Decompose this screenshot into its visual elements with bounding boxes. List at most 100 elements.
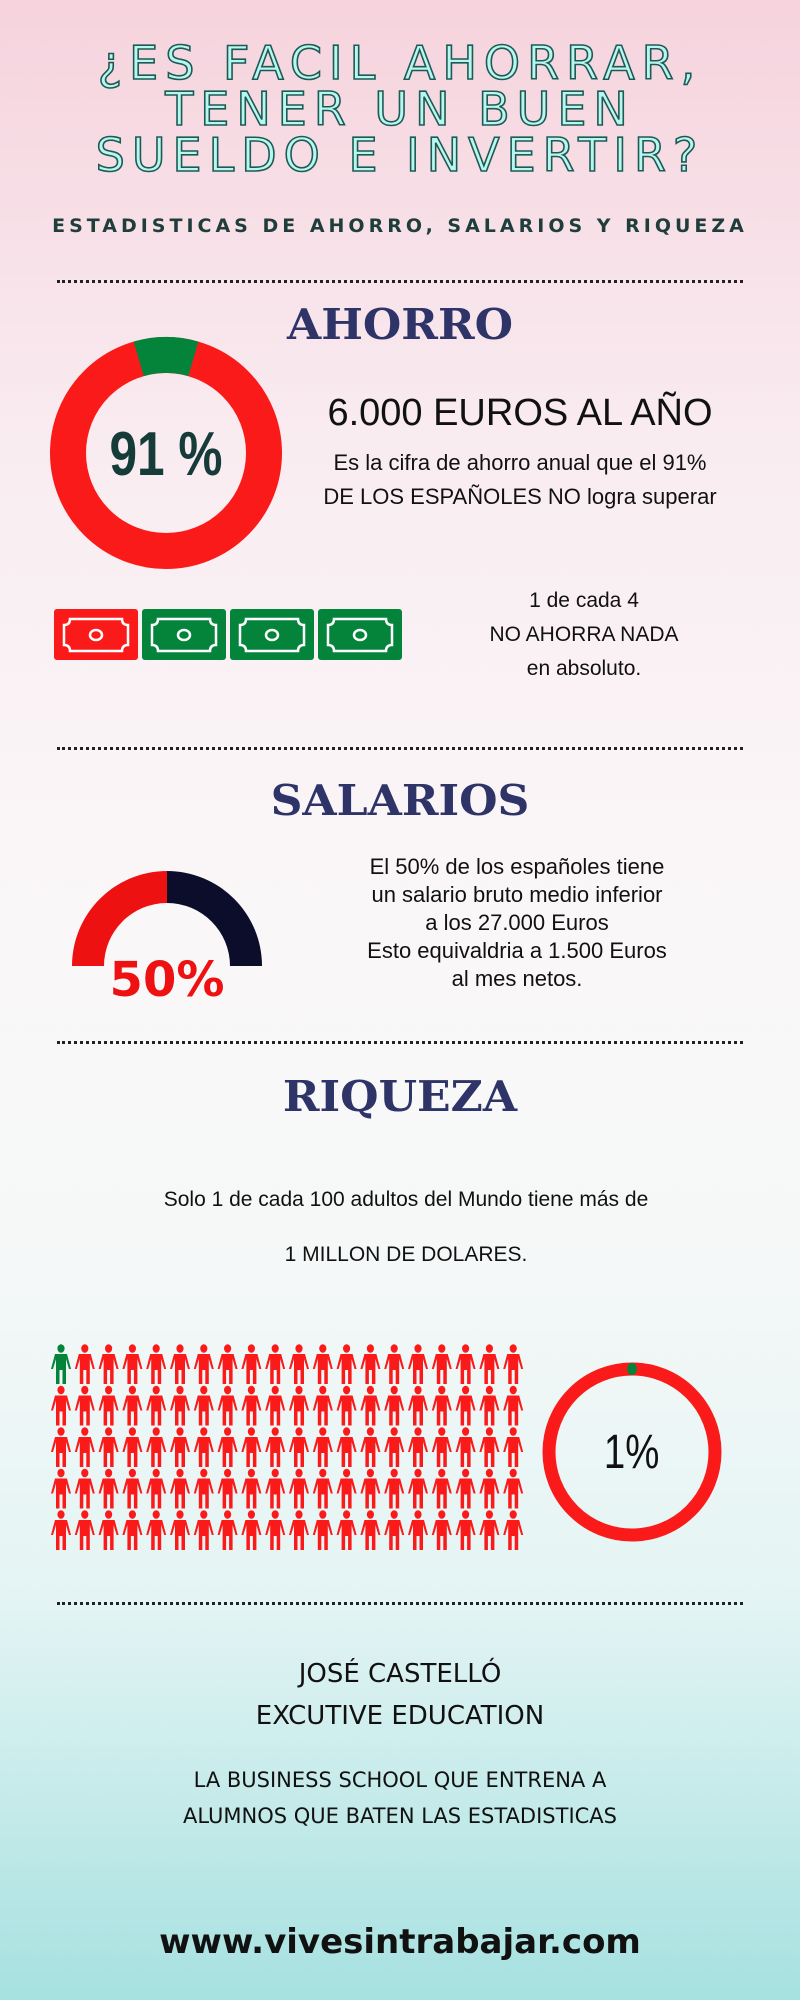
person-icon [312,1427,333,1467]
savings-donut-chart: 91 % [50,337,282,569]
person-icon [503,1344,524,1384]
person-icon [312,1385,333,1426]
person-icon [455,1510,476,1550]
person-icon [360,1427,381,1467]
person-icon [265,1344,286,1384]
divider [57,1602,743,1605]
person-icon [51,1427,71,1467]
person-icon [98,1344,119,1384]
person-icon [74,1344,95,1384]
person-icon [384,1385,405,1426]
section-heading-riqueza: RIQUEZA [282,1072,518,1121]
footer-tagline: LA BUSINESS SCHOOL QUE ENTRENA A ALUMNOS… [0,1762,800,1834]
salary-text: El 50% de los españoles tiene un salario… [317,853,717,993]
person-icon [122,1468,143,1509]
desc-line: DE LOS ESPAÑOLES NO logra superar [323,484,717,509]
person-icon [51,1344,71,1384]
ring-label: 1% [604,1426,659,1479]
person-icon [289,1427,309,1467]
person-icon [98,1427,119,1467]
person-icon [479,1468,500,1509]
person-icon [146,1427,167,1467]
person-icon [431,1385,452,1426]
person-icon [360,1385,381,1426]
person-icon [431,1427,452,1467]
person-icon [193,1385,214,1426]
person-icon [265,1510,286,1550]
title-line: SUELDO E INVERTIR? [95,128,705,182]
person-icon [289,1510,309,1550]
savings-amount: 6.000 EUROS AL AÑO [327,392,713,434]
author-name: JOSÉ CASTELLÓ [298,1659,502,1689]
person-icon [122,1510,143,1550]
gauge-red-half [72,871,167,966]
person-icon [265,1468,286,1509]
person-icon [431,1468,452,1509]
donut-label: 91 % [109,419,222,489]
ring-green-segment [627,1363,637,1375]
person-icon [170,1344,190,1384]
person-icon [336,1344,357,1384]
person-icon [336,1427,357,1467]
person-icon [455,1427,476,1467]
section-heading-ahorro: AHORRO [286,300,514,349]
title-line: TENER UN BUEN [164,82,635,136]
person-icon [289,1344,309,1384]
person-icon [217,1510,238,1550]
subtitle: ESTADISTICAS DE AHORRO, SALARIOS Y RIQUE… [52,215,748,237]
note-line: 1 de cada 4 [529,589,639,612]
salary-line: al mes netos. [451,966,583,991]
person-icon [455,1468,476,1509]
person-icon [217,1468,238,1509]
note-line: en absoluto. [526,657,642,680]
salary-gauge-chart: 50% [72,871,262,1006]
person-icon [241,1385,262,1426]
person-icon [193,1427,214,1467]
person-icon [384,1510,405,1550]
person-icon [265,1385,286,1426]
person-icon [289,1385,309,1426]
savings-description: Es la cifra de ahorro anual que el 91% D… [315,446,725,514]
person-icon [360,1344,381,1384]
section-heading-salarios: SALARIOS [270,776,530,825]
person-icon [170,1427,190,1467]
person-icon [479,1344,500,1384]
desc-line: Es la cifra de ahorro anual que el 91% [333,450,707,475]
person-icon [503,1427,524,1467]
person-icon [74,1510,95,1550]
person-icon [265,1427,286,1467]
wealth-ring-chart: 1% [542,1362,722,1542]
person-icon [360,1468,381,1509]
person-icon [193,1510,214,1550]
gauge-label: 50% [110,952,225,1006]
person-icon [384,1344,405,1384]
divider [57,747,743,750]
bill-icon [230,609,314,660]
bill-icon [54,609,138,660]
person-icon [431,1344,452,1384]
bill-icon [318,609,402,660]
wealth-text-1: Solo 1 de cada 100 adultos del Mundo tie… [163,1188,649,1211]
salary-line: a los 27.000 Euros [425,910,609,935]
person-icon [289,1468,309,1509]
person-icon [360,1510,381,1550]
person-icon [503,1468,524,1509]
person-icon [98,1468,119,1509]
person-icon [170,1468,190,1509]
person-icon [51,1510,71,1550]
title-line: ¿ES FACIL AHORRAR, [97,36,703,90]
donut-green-segment [133,337,199,377]
divider [57,280,743,283]
person-icon [384,1468,405,1509]
person-icon [241,1468,262,1509]
person-icon [479,1510,500,1550]
person-icon [146,1510,167,1550]
website-link[interactable]: www.vivesintrabajar.com [159,1922,641,1962]
no-savings-note: 1 de cada 4 NO AHORRA NADA en absoluto. [464,584,704,686]
person-icon [336,1510,357,1550]
person-icon [455,1385,476,1426]
person-icon [503,1510,524,1550]
person-icon [431,1510,452,1550]
bills-row [54,609,402,660]
person-icon [336,1468,357,1509]
